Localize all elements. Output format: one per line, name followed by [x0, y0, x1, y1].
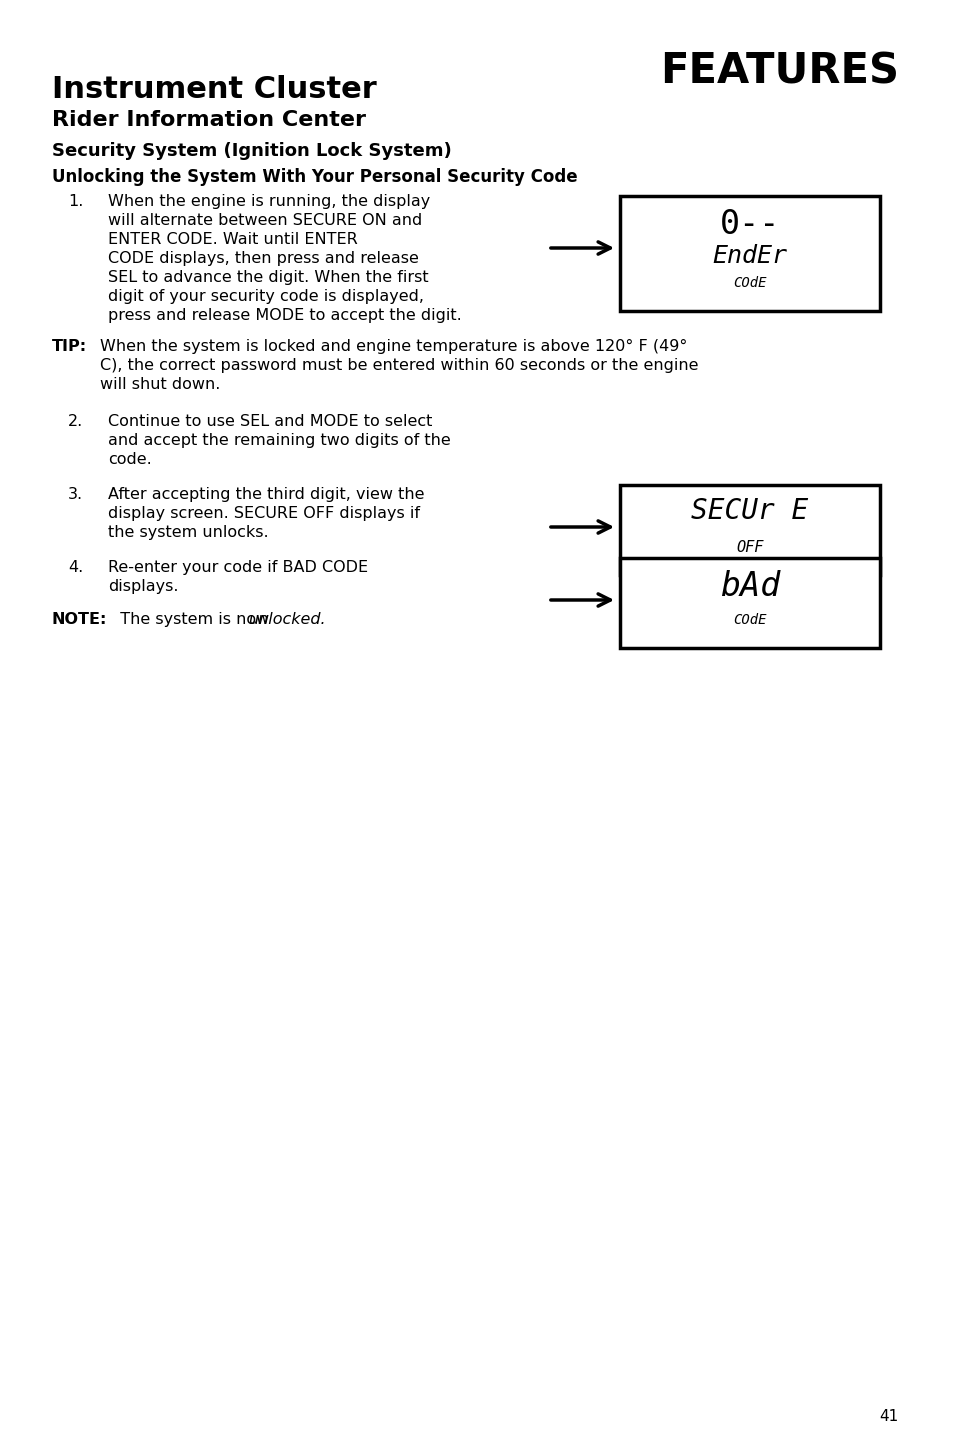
Text: SEL to advance the digit. When the first: SEL to advance the digit. When the first [108, 270, 428, 285]
Text: 3.: 3. [68, 487, 83, 502]
Text: unlocked.: unlocked. [248, 612, 325, 627]
Text: 41: 41 [879, 1409, 898, 1423]
Text: COdE: COdE [733, 614, 766, 627]
Bar [619, 196, 879, 311]
Text: press and release MODE to accept the digit.: press and release MODE to accept the dig… [108, 308, 461, 323]
Text: SECUr E: SECUr E [691, 497, 808, 525]
Text: will shut down.: will shut down. [100, 377, 220, 393]
Text: C), the correct password must be entered within 60 seconds or the engine: C), the correct password must be entered… [100, 358, 698, 374]
Text: The system is now: The system is now [110, 612, 274, 627]
Text: CODE displays, then press and release: CODE displays, then press and release [108, 252, 418, 266]
Text: Instrument Cluster: Instrument Cluster [52, 76, 376, 105]
Text: COdE: COdE [733, 276, 766, 289]
Text: 4.: 4. [68, 560, 83, 574]
Text: display screen. SECURE OFF displays if: display screen. SECURE OFF displays if [108, 506, 419, 521]
Text: code.: code. [108, 452, 152, 467]
Text: EndEr: EndEr [712, 244, 786, 268]
Text: ENTER CODE. Wait until ENTER: ENTER CODE. Wait until ENTER [108, 233, 357, 247]
Text: the system unlocks.: the system unlocks. [108, 525, 269, 539]
Text: 1.: 1. [68, 193, 83, 209]
Bar [619, 558, 879, 648]
Text: Security System (Ignition Lock System): Security System (Ignition Lock System) [52, 142, 452, 160]
Text: 0--: 0-- [720, 208, 780, 241]
Text: FEATURES: FEATURES [659, 49, 898, 92]
Text: TIP:: TIP: [52, 339, 87, 353]
Bar [619, 486, 879, 574]
Text: Re-enter your code if BAD CODE: Re-enter your code if BAD CODE [108, 560, 368, 574]
Text: Rider Information Center: Rider Information Center [52, 111, 366, 129]
Text: Unlocking the System With Your Personal Security Code: Unlocking the System With Your Personal … [52, 169, 577, 186]
Text: 2.: 2. [68, 414, 83, 429]
Text: digit of your security code is displayed,: digit of your security code is displayed… [108, 289, 423, 304]
Text: bAd: bAd [720, 570, 780, 603]
Text: Continue to use SEL and MODE to select: Continue to use SEL and MODE to select [108, 414, 432, 429]
Text: displays.: displays. [108, 579, 178, 595]
Text: When the engine is running, the display: When the engine is running, the display [108, 193, 430, 209]
Text: When the system is locked and engine temperature is above 120° F (49°: When the system is locked and engine tem… [100, 339, 687, 353]
Text: NOTE:: NOTE: [52, 612, 108, 627]
Text: OFF: OFF [736, 539, 763, 555]
Text: After accepting the third digit, view the: After accepting the third digit, view th… [108, 487, 424, 502]
Text: and accept the remaining two digits of the: and accept the remaining two digits of t… [108, 433, 450, 448]
Text: will alternate between SECURE ON and: will alternate between SECURE ON and [108, 212, 422, 228]
